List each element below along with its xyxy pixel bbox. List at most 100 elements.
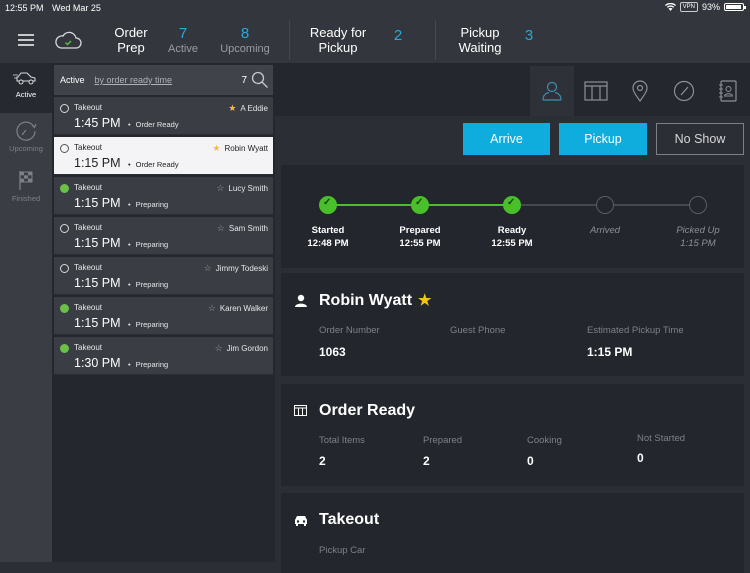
tab-guest[interactable] (530, 66, 574, 116)
no-show-button[interactable]: No Show (656, 123, 744, 155)
ready-for-pickup-count: 2 (393, 27, 403, 44)
arrive-button[interactable]: Arrive (463, 123, 550, 155)
time-icon (673, 80, 695, 102)
order-row[interactable]: Takeout 1:15 PM Preparing ☆Karen Walker (54, 297, 273, 335)
nav-item-finished[interactable]: Finished (0, 163, 52, 213)
arrival-status-icon (60, 144, 69, 153)
divider (289, 20, 290, 60)
pickup-waiting-label: Pickup Waiting (458, 25, 502, 55)
guest-name: Robin Wyatt (224, 144, 269, 153)
order-row[interactable]: Takeout 1:15 PM Preparing ☆Lucy Smith (54, 177, 273, 215)
step-prepared-check-icon (411, 196, 429, 214)
guest-name: Sam Smith (228, 224, 268, 233)
battery-percent: 93% (701, 2, 720, 12)
tab-contacts[interactable] (706, 66, 750, 116)
tab-location[interactable] (618, 66, 662, 116)
step-picked-up-circle-icon (689, 196, 707, 214)
clock-icon (16, 121, 37, 141)
star-outline-icon: ☆ (203, 263, 212, 273)
order-time: 1:15 PM (74, 156, 121, 170)
order-prep-label: Order Prep (114, 25, 148, 55)
step-arrived: Arrived (589, 225, 621, 236)
order-list-header: Active by order ready time 7 (54, 65, 273, 95)
star-filled-icon: ★ (228, 103, 237, 113)
total-items-label: Total Items (319, 435, 365, 446)
car-icon (295, 516, 307, 526)
pickup-car-label: Pickup Car (319, 545, 366, 556)
active-count: 7 (178, 25, 188, 42)
status-time: 12:55 PM (5, 3, 44, 13)
pickup-waiting-count: 3 (524, 27, 534, 44)
guest-name-title: Robin Wyatt ★ (319, 292, 432, 309)
order-list-pane: Active by order ready time 7 Takeout 1:4… (52, 63, 275, 562)
star-filled-icon: ★ (212, 143, 221, 153)
order-status-title: Order Ready (319, 402, 416, 419)
status-bar: 12:55 PM Wed Mar 25 VPN 93% (0, 0, 750, 16)
location-icon (632, 80, 648, 102)
arrived-status-icon (60, 344, 69, 353)
total-items-value: 2 (319, 454, 326, 468)
takeout-title: Takeout (319, 511, 380, 528)
wifi-icon (664, 3, 676, 11)
tab-order-items[interactable] (574, 66, 618, 116)
prepared-label: Prepared (423, 435, 463, 446)
order-row[interactable]: Takeout 1:45 PM Order Ready ★A Eddie (54, 97, 273, 135)
order-status: Preparing (128, 280, 169, 289)
order-row[interactable]: Takeout 1:30 PM Preparing ☆Jim Gordon (54, 337, 273, 375)
guest-name: Lucy Smith (228, 184, 268, 193)
order-time: 1:15 PM (74, 316, 121, 330)
cooking-value: 0 (527, 454, 534, 468)
left-nav: Active Upcoming Finished (0, 63, 52, 562)
order-time: 1:30 PM (74, 356, 121, 370)
guest-name: Jim Gordon (226, 344, 268, 353)
order-type: Takeout (74, 263, 103, 272)
status-date: Wed Mar 25 (52, 3, 101, 13)
order-type: Takeout (74, 343, 103, 352)
order-row[interactable]: Takeout 1:15 PM Preparing ☆Sam Smith (54, 217, 273, 255)
order-count: 7 (241, 74, 247, 86)
step-picked-up: Picked Up 1:15 PM (676, 225, 720, 249)
pickup-button[interactable]: Pickup (559, 123, 647, 155)
person-icon (295, 294, 307, 307)
order-status: Preparing (128, 360, 169, 369)
search-icon[interactable] (251, 71, 269, 89)
pickup-time-value: 1:15 PM (587, 345, 633, 359)
order-time: 1:15 PM (74, 276, 121, 290)
arrival-status-icon (60, 224, 69, 233)
status-right: VPN 93% (664, 2, 746, 12)
order-type: Takeout (74, 223, 103, 232)
nav-item-active[interactable]: Active (0, 63, 52, 113)
order-items-icon (584, 81, 608, 101)
star-outline-icon: ☆ (216, 183, 225, 193)
order-number-label: Order Number (319, 325, 380, 336)
star-outline-icon: ☆ (216, 223, 225, 233)
order-status: Preparing (128, 200, 169, 209)
step-prepared: Prepared 12:55 PM (399, 225, 441, 249)
arrival-status-icon (60, 104, 69, 113)
vpn-badge: VPN (679, 2, 698, 12)
cooking-label: Cooking (527, 435, 562, 446)
nav-item-upcoming[interactable]: Upcoming (0, 113, 52, 163)
order-items-icon (294, 405, 307, 416)
star-filled-icon: ★ (418, 292, 432, 309)
cloud-sync-icon[interactable] (54, 30, 82, 50)
order-row-selected[interactable]: Takeout 1:15 PM Order Ready ★Robin Wyatt (54, 137, 273, 175)
not-started-label: Not Started (637, 433, 686, 444)
step-ready-check-icon (503, 196, 521, 214)
car-icon (13, 72, 36, 85)
sort-link[interactable]: by order ready time (94, 75, 173, 85)
tab-time[interactable] (662, 66, 706, 116)
star-outline-icon: ☆ (207, 303, 216, 313)
prepared-value: 2 (423, 454, 430, 468)
arrival-status-icon (60, 264, 69, 273)
menu-icon[interactable] (18, 34, 34, 46)
guest-name: Karen Walker (219, 304, 268, 313)
star-outline-icon: ☆ (214, 343, 223, 353)
order-time: 1:45 PM (74, 116, 121, 130)
takeout-card: Takeout Pickup Car (281, 493, 744, 573)
order-row[interactable]: Takeout 1:15 PM Preparing ☆Jimmy Todeski (54, 257, 273, 295)
order-status: Preparing (128, 320, 169, 329)
arrived-status-icon (60, 184, 69, 193)
pickup-time-label: Estimated Pickup Time (587, 325, 684, 336)
